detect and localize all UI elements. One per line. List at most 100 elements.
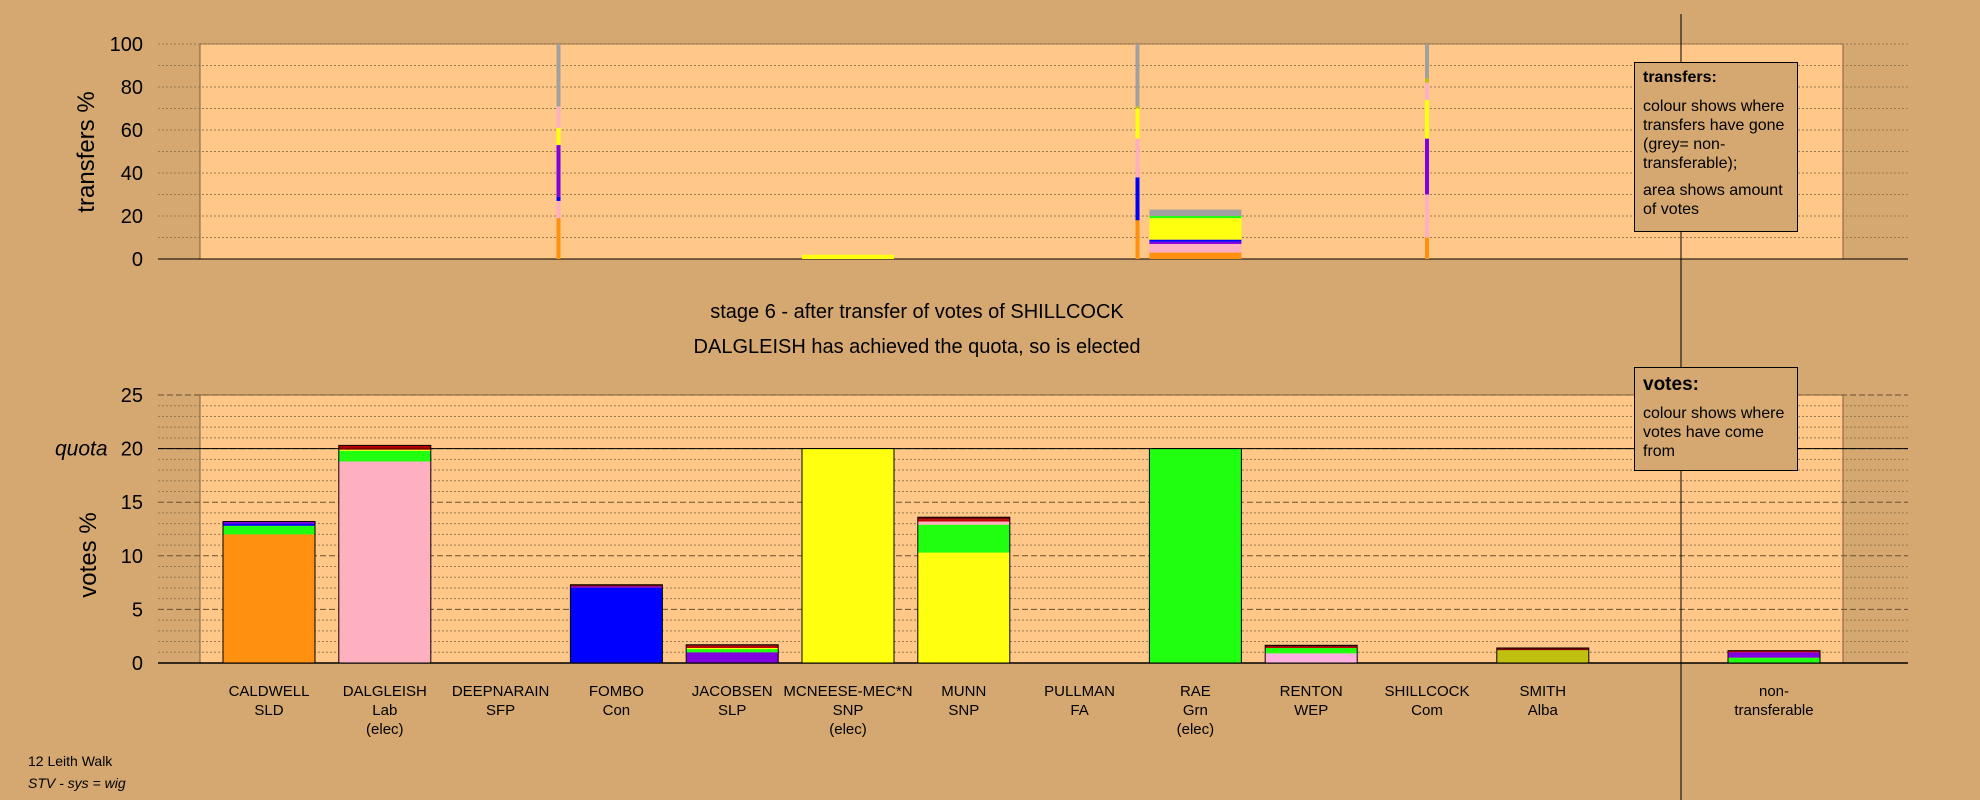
transfer-segment (556, 44, 561, 107)
vote-segment (1496, 647, 1589, 651)
system-label: STV - sys = wig (28, 775, 126, 791)
vote-segment (686, 649, 779, 653)
vote-segment (338, 445, 431, 448)
votes-tick-label: 0 (132, 653, 143, 675)
candidate-party: Lab (372, 702, 397, 719)
transfer-segment (1425, 194, 1429, 238)
vote-bar-outline (222, 520, 316, 664)
votes-tick-label: 15 (121, 492, 143, 514)
votes-axis-label: votes % (75, 512, 102, 597)
candidate-status: (elec) (1177, 721, 1215, 738)
vote-segment (338, 449, 431, 451)
transfer-segment (1135, 220, 1140, 259)
votes-tick-label: 25 (121, 385, 143, 407)
transfer-segment (1149, 216, 1242, 219)
candidate-name: CALDWELL (229, 683, 310, 700)
transfers-tick-label: 100 (110, 34, 143, 56)
transfer-segment (1425, 138, 1429, 195)
candidate-name: FOMBO (589, 683, 644, 700)
candidate-party: Grn (1183, 702, 1208, 719)
candidate-party: SLP (718, 702, 746, 719)
votes-tick-label: 5 (132, 599, 143, 621)
vote-segment (686, 644, 779, 646)
transfers-legend: transfers: colour shows where transfers … (1634, 62, 1798, 232)
transfer-segment (1149, 243, 1242, 253)
vote-segment (1265, 646, 1358, 648)
votes-legend: votes: colour shows where votes have com… (1634, 367, 1798, 471)
candidate-status: (elec) (366, 721, 404, 738)
candidate-name: DALGLEISH (343, 683, 427, 700)
vote-bar-outline (1496, 647, 1590, 664)
candidate-name: SMITH (1519, 683, 1566, 700)
votes-legend-title: votes: (1643, 374, 1699, 395)
candidate-name: MCNEESE-MEC*N (783, 683, 912, 700)
transfer-segment (556, 218, 561, 259)
transfer-segment (556, 127, 561, 146)
vote-bar-outline (1264, 644, 1358, 664)
transfer-segment (1149, 218, 1242, 240)
transfer-segment (1135, 177, 1140, 221)
candidate-party: Alba (1528, 702, 1559, 719)
transfer-segment (1149, 252, 1242, 259)
vote-bar-outline (801, 448, 895, 664)
vote-segment (1728, 652, 1820, 658)
vote-segment (338, 447, 431, 450)
vote-bar-outline (569, 584, 663, 664)
votes-legend-text: colour shows where votes have come from (1643, 405, 1785, 460)
transfers-legend-text-2: area shows amount of votes (1643, 182, 1783, 218)
candidate-name: DEEPNARAIN (452, 683, 550, 700)
candidate-party: SNP (833, 702, 864, 719)
vote-segment (570, 584, 663, 587)
vote-segment (1265, 647, 1358, 654)
votes-plot-area (199, 394, 1844, 664)
transfer-segment (1425, 237, 1429, 259)
vote-segment (1265, 645, 1358, 647)
vote-segment (686, 647, 779, 650)
transfers-tick-label: 0 (132, 249, 143, 271)
candidate-party: SLD (254, 702, 283, 719)
transfer-segment (1425, 99, 1429, 139)
votes-tick-label: 10 (121, 546, 143, 568)
stage-subtitle: DALGLEISH has achieved the quota, so is … (694, 336, 1141, 358)
vote-segment (223, 523, 315, 526)
vote-segment (1265, 653, 1358, 663)
quota-label: quota (55, 438, 108, 461)
vote-segment (570, 587, 663, 663)
vote-segment (917, 524, 1010, 553)
vote-segment (1496, 650, 1589, 663)
vote-bar-outline (917, 516, 1011, 664)
candidate-name: MUNN (941, 683, 986, 700)
stage-title: stage 6 - after transfer of votes of SHI… (710, 301, 1124, 323)
vote-segment (338, 461, 431, 663)
transfer-segment (1149, 209, 1242, 216)
candidate-name: SHILLCOCK (1384, 683, 1469, 700)
vote-bar-outline (1148, 448, 1242, 664)
vote-segment (917, 521, 1010, 525)
transfers-tick-label: 60 (121, 120, 143, 142)
transfers-tick-label: 80 (121, 77, 143, 99)
transfer-segment (1425, 78, 1429, 83)
vote-segment (917, 519, 1010, 522)
transfer-segment (1425, 82, 1429, 100)
vote-segment (686, 645, 779, 648)
votes-tick-label: 20 (121, 439, 143, 461)
candidate-party: transferable (1734, 702, 1813, 719)
transfer-segment (1135, 106, 1140, 109)
vote-segment (1149, 448, 1242, 663)
vote-segment (917, 517, 1010, 520)
vote-segment (917, 552, 1010, 663)
vote-bar-outline (685, 644, 779, 664)
candidate-party: FA (1070, 702, 1088, 719)
transfer-segment (1135, 138, 1140, 178)
vote-bar-outline (338, 444, 432, 664)
transfer-segment (556, 196, 561, 201)
transfer-segment (1135, 44, 1140, 107)
candidate-name: RENTON (1280, 683, 1343, 700)
transfer-segment (802, 254, 894, 259)
vote-segment (1728, 657, 1820, 663)
transfer-segment (556, 145, 561, 197)
vote-segment (223, 521, 315, 524)
vote-bar-outline (1727, 650, 1821, 664)
transfer-segment (1425, 44, 1429, 79)
